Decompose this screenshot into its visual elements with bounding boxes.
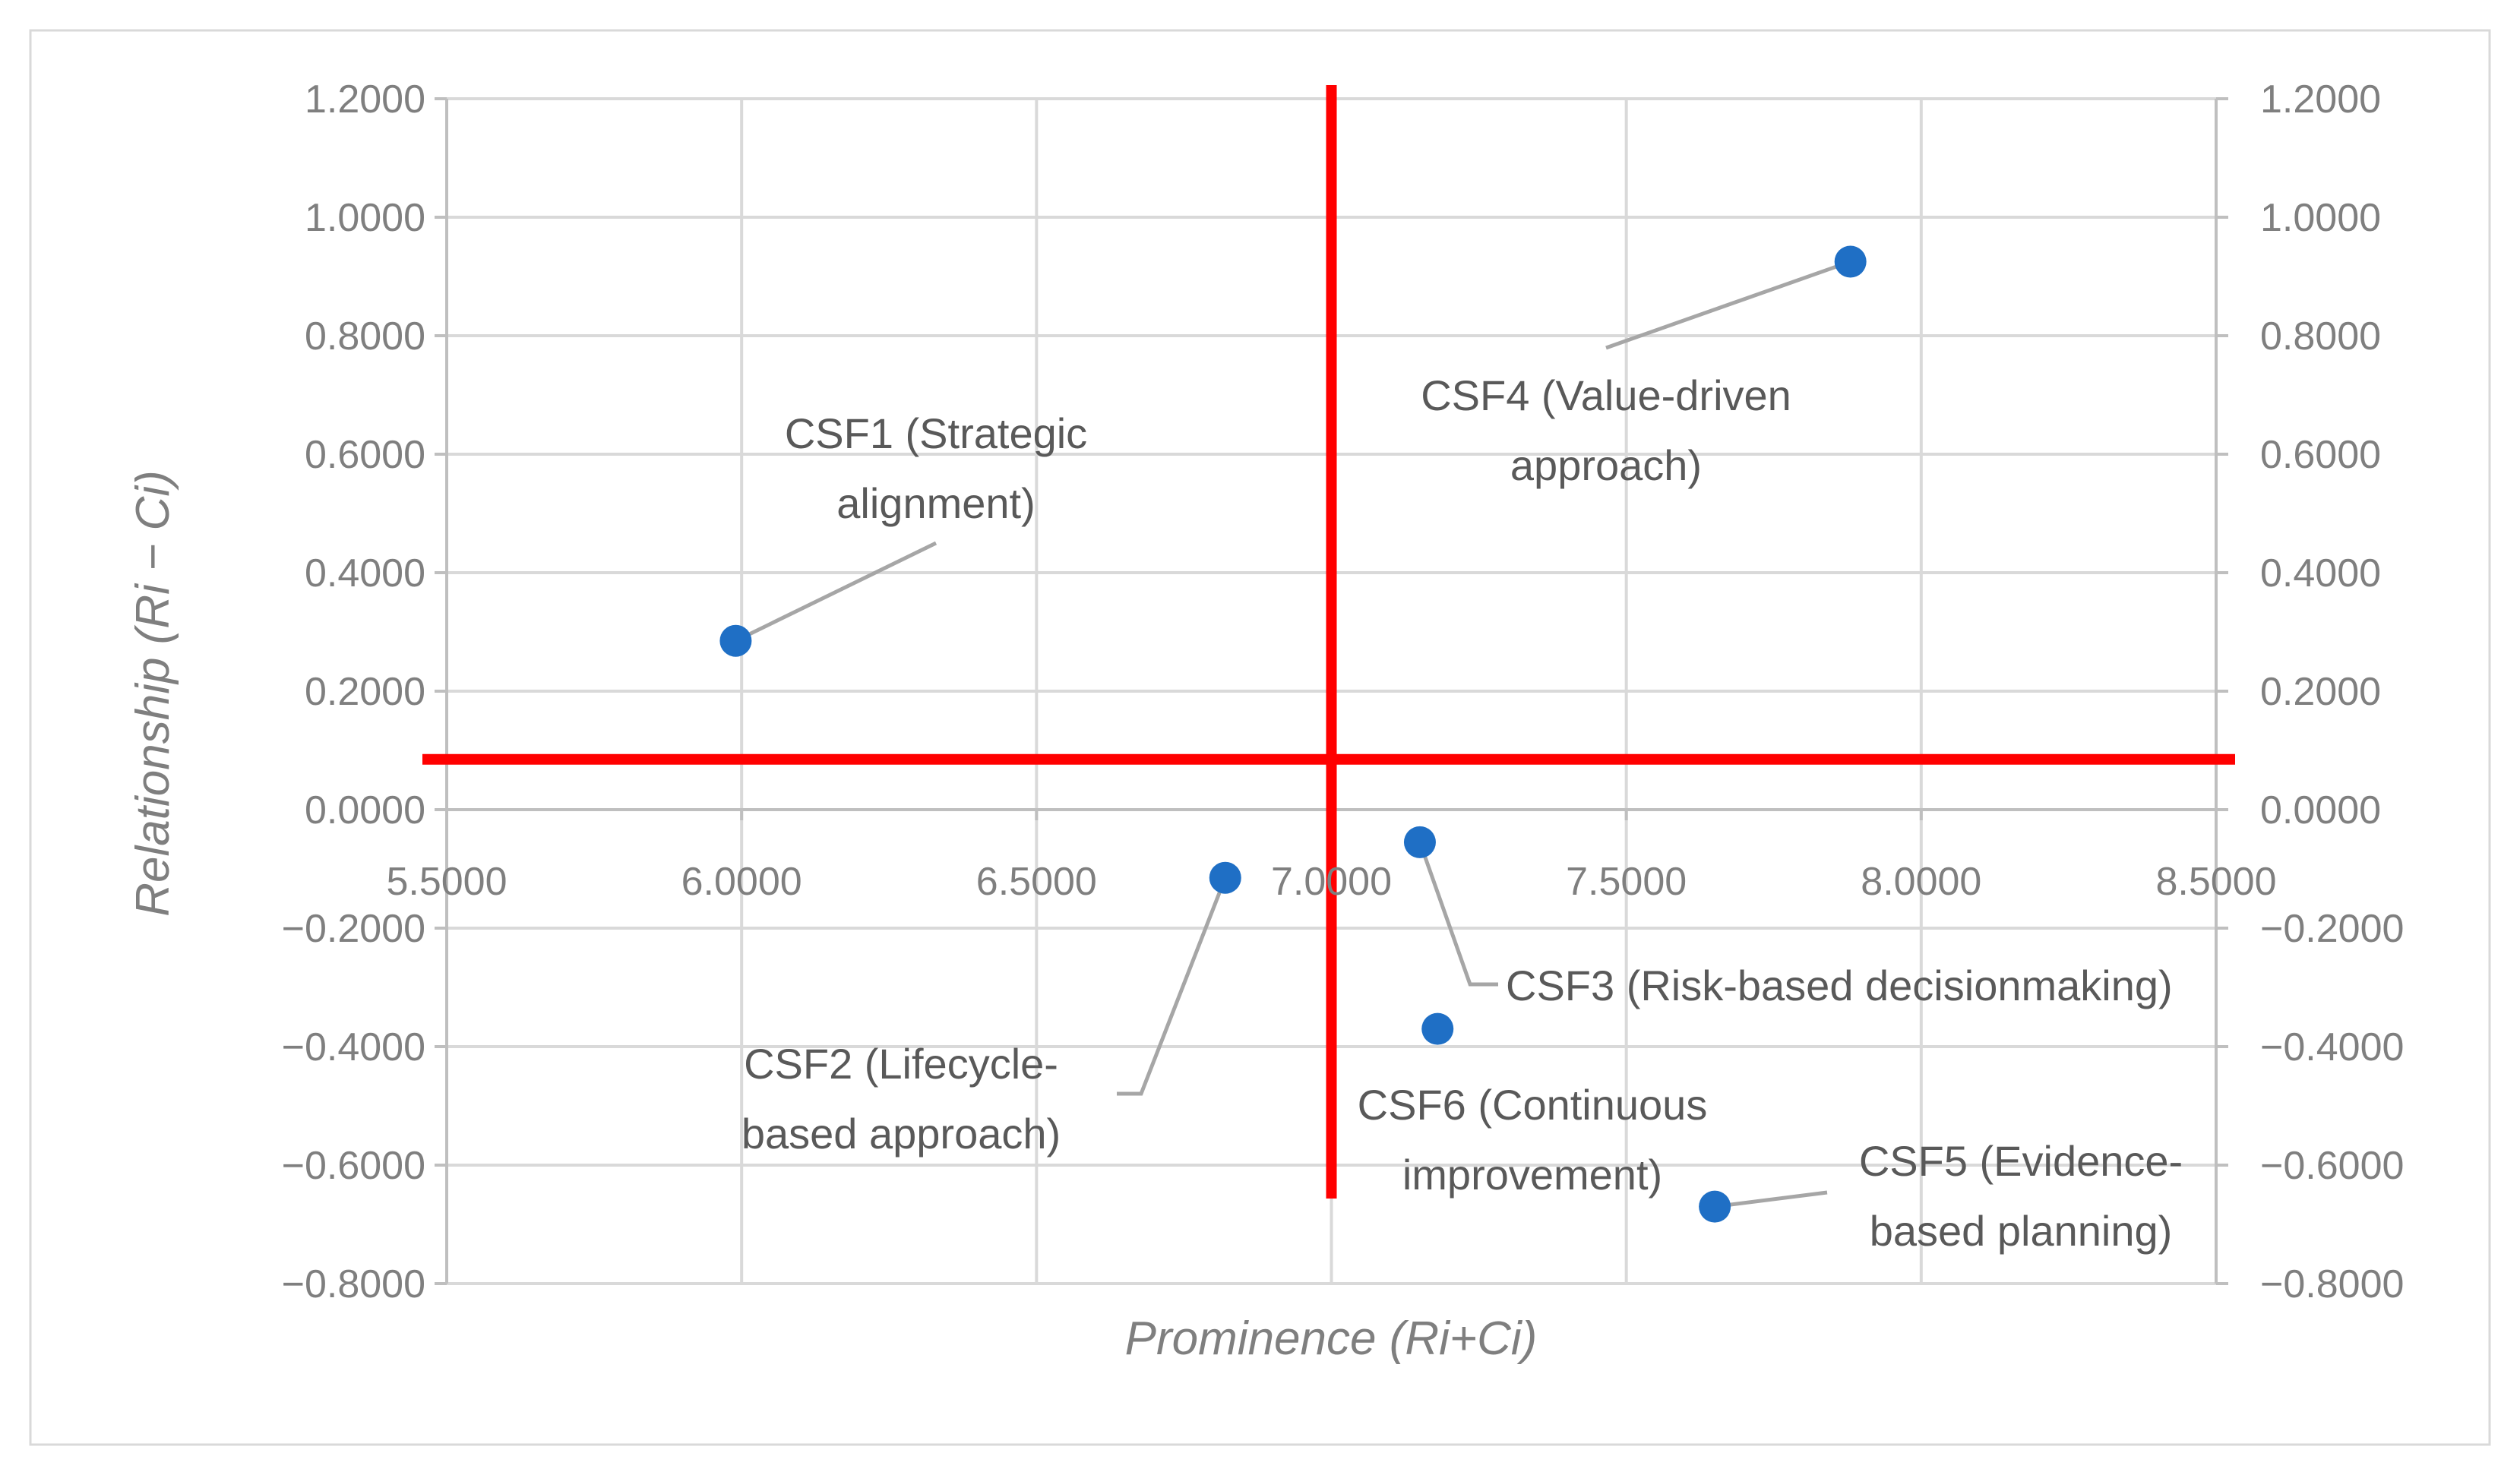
left-y-tick-label: 0.2000 [305,670,425,714]
x-tick-label: 7.5000 [1566,860,1687,904]
x-tick-label: 6.5000 [976,860,1097,904]
x-tick-label: 7.0000 [1271,860,1392,904]
leader-line [1418,842,1498,987]
left-y-tick-label: 1.2000 [305,77,425,122]
left-y-tick-label: 0.4000 [305,551,425,595]
right-y-tick-label: −0.6000 [2260,1144,2404,1188]
right-y-tick-label: −0.8000 [2260,1262,2404,1306]
right-y-tick-label: −0.2000 [2260,907,2404,951]
data-label: approach) [1510,441,1702,489]
x-axis-title: Prominence (Ri+Ci) [1125,1312,1538,1365]
x-tick-label: 5.5000 [386,860,507,904]
right-y-tick-label: 0.8000 [2260,314,2381,358]
x-tick-label: 8.5000 [2155,860,2276,904]
tick-labels: 5.5000 6.0000 6.5000 7.0000 7.5000 8.0000 8.50… [282,77,2405,1306]
left-y-tick-label: 0.8000 [305,314,425,358]
leader-line [735,541,937,643]
data-label: CSF4 (Value-driven [1421,371,1791,419]
data-point [1209,861,1241,894]
y-axis-title: Relationship (Ri − Ci) [127,470,179,917]
data-points [719,245,1867,1223]
data-label: CSF5 (Evidence- [1859,1137,2183,1185]
left-y-tick-label: −0.6000 [282,1144,425,1188]
data-point [1403,826,1436,858]
right-y-tick-label: 1.0000 [2260,196,2381,240]
x-tick-label: 8.0000 [1861,860,1981,904]
data-label: CSF2 (Lifecycle- [744,1040,1058,1088]
data-label: improvement) [1402,1151,1662,1199]
leader-line [1117,876,1228,1096]
right-y-tick-label: 0.4000 [2260,551,2381,595]
data-point [1421,1012,1454,1045]
right-y-tick-label: 0.2000 [2260,670,2381,714]
right-y-tick-label: 0.6000 [2260,433,2381,477]
data-label: based approach) [741,1110,1061,1158]
left-y-tick-label: 0.0000 [305,788,425,832]
data-label: CSF3 (Risk-based decisionmaking) [1506,962,2173,1009]
right-y-tick-label: 1.2000 [2260,77,2381,122]
left-y-tick-label: 0.6000 [305,433,425,477]
data-point [1834,245,1867,278]
data-label: based planning) [1870,1207,2173,1255]
data-label: CSF6 (Continuous [1358,1081,1708,1129]
chart-border [29,29,2491,1446]
left-y-tick-label: 1.0000 [305,196,425,240]
data-point [1699,1190,1731,1223]
left-y-tick-label: −0.4000 [282,1025,425,1069]
data-label: alignment) [836,479,1035,527]
leader-line [1605,260,1851,350]
leader-line [1714,1190,1828,1209]
left-y-tick-label: −0.8000 [282,1262,425,1306]
right-y-tick-label: −0.4000 [2260,1025,2404,1069]
left-y-tick-label: −0.2000 [282,907,425,951]
right-y-tick-label: 0.0000 [2260,788,2381,832]
point-labels: CSF1 (Strategic alignment) CSF2 (Lifecycle… [741,371,2183,1255]
x-tick-label: 6.0000 [681,860,802,904]
data-point [719,624,752,657]
leader-lines [735,260,1851,1209]
data-label: CSF1 (Strategic [785,409,1087,457]
threshold-lines [422,85,2235,1199]
